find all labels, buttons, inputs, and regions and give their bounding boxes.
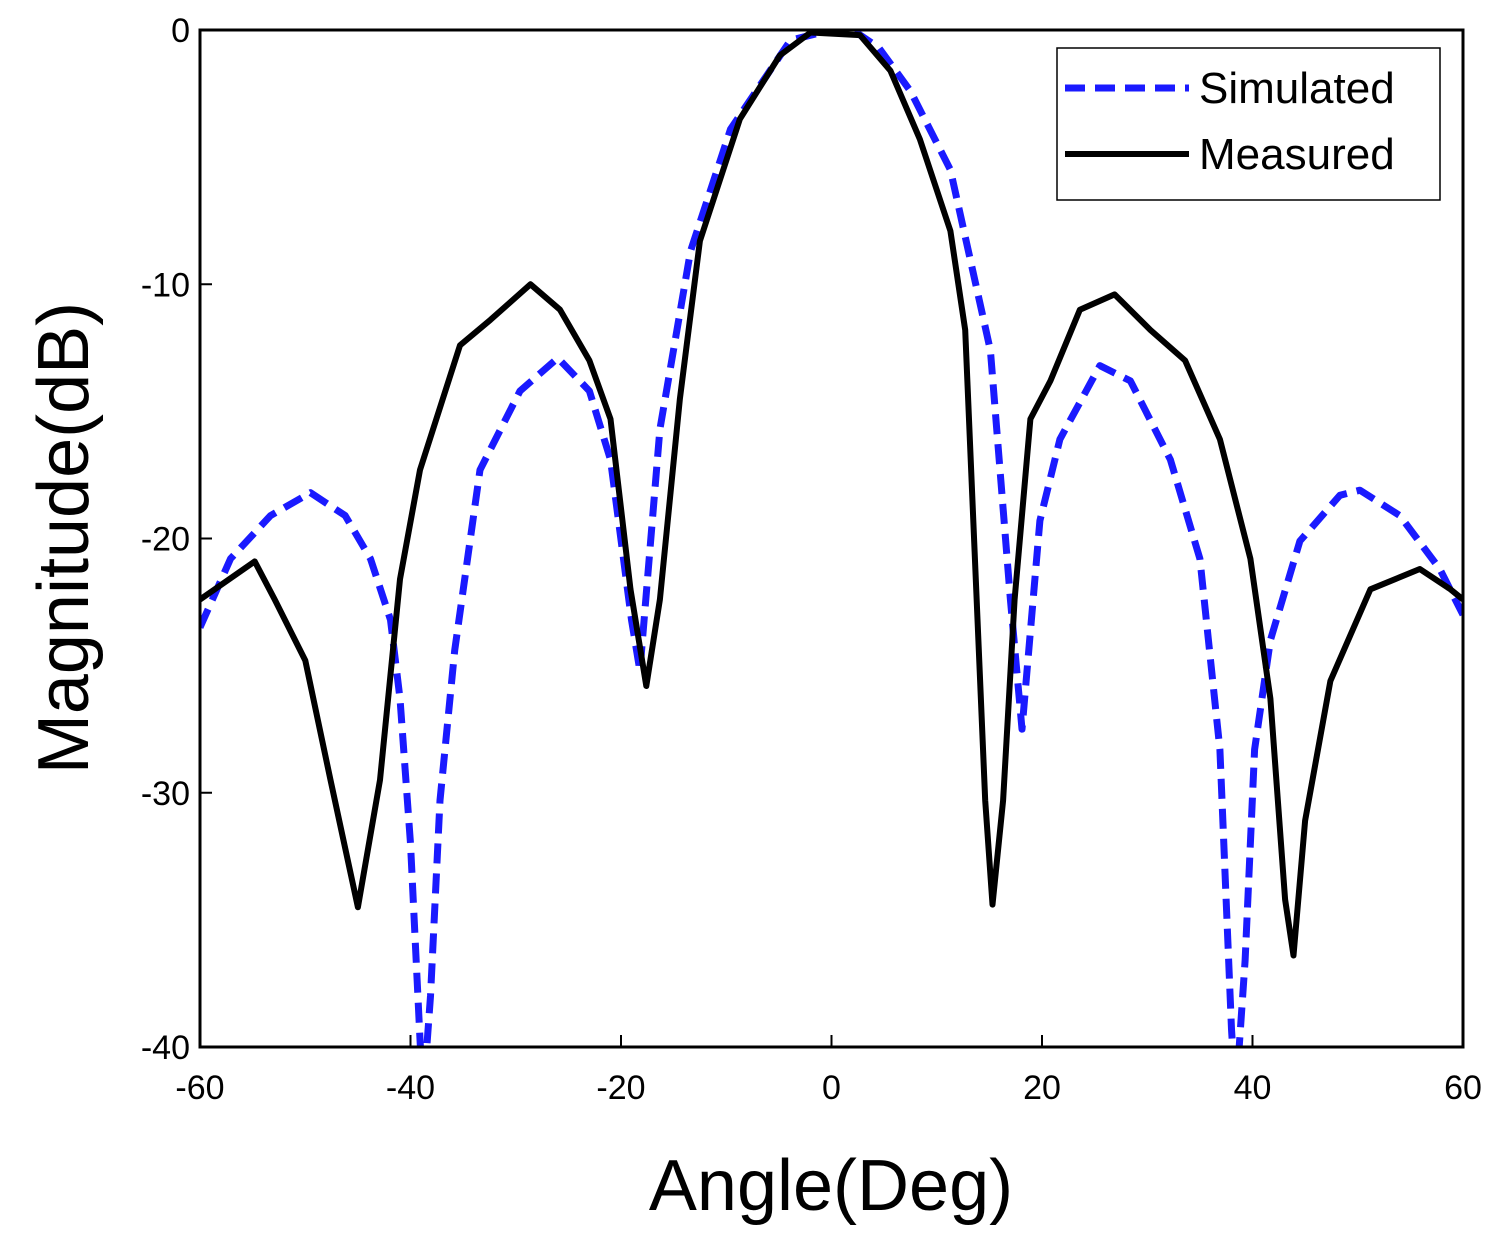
- x-tick-label: 20: [1023, 1069, 1061, 1107]
- x-tick-label: 60: [1444, 1069, 1482, 1107]
- legend-label: Simulated: [1199, 64, 1395, 113]
- line: [200, 30, 1463, 959]
- y-axis-label: Magnitude(dB): [24, 302, 104, 774]
- y-tick-label: -10: [141, 266, 190, 304]
- y-tick-label: -30: [141, 775, 190, 813]
- y-tick-label: -40: [141, 1029, 190, 1067]
- x-tick-label: -20: [596, 1069, 645, 1107]
- x-axis-label: Angle(Deg): [649, 1146, 1013, 1226]
- plot-frame: [198, 28, 1465, 1049]
- x-tick-label: 40: [1234, 1069, 1272, 1107]
- y-tick-label: -20: [141, 521, 190, 559]
- x-tick-label: 0: [822, 1069, 841, 1107]
- series: [200, 30, 1463, 959]
- x-tick-label: -60: [175, 1069, 224, 1107]
- legend-label: Measured: [1199, 130, 1395, 179]
- x-tick-label: -40: [386, 1069, 435, 1107]
- y-tick-label: 0: [171, 12, 190, 50]
- legend-box: [1056, 47, 1441, 201]
